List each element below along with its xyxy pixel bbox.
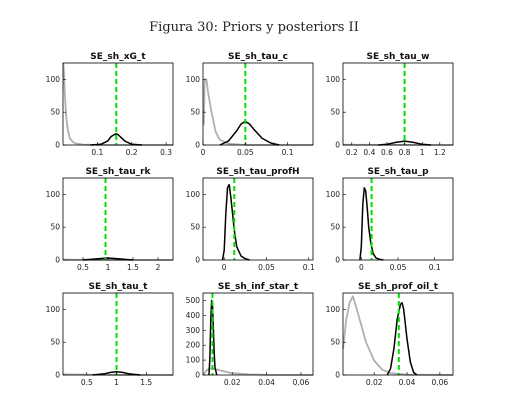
panel-2-xtick-label: 0 <box>201 148 206 157</box>
panel-6-title: SE_sh_tau_p <box>367 167 429 177</box>
panel-9-ytick-label: 0 <box>335 371 340 380</box>
panel-8-xtick-label: 0.06 <box>293 378 310 387</box>
panel-2-ytick-label: 50 <box>190 108 200 117</box>
panel-8-prior-line <box>202 367 314 376</box>
panel-3-xtick-label: 0.6 <box>381 148 393 157</box>
panel-3-ytick-label: 0 <box>335 141 340 150</box>
panel-6-frame <box>342 177 454 261</box>
panel-7-xtick-label: 1 <box>114 378 119 387</box>
panel-5-xtick-label: 0.1 <box>303 263 315 272</box>
panel-5-xtick-label: 0.05 <box>258 263 275 272</box>
panel-7-xtick-label: 1.5 <box>140 378 152 387</box>
panel-7-ytick-label: 100 <box>46 305 61 314</box>
panel-1-ytick-label: 0 <box>55 141 60 150</box>
panel-3-ytick-label: 50 <box>330 108 340 117</box>
figure-title: Figura 30: Priors y posteriors II <box>149 20 359 35</box>
panel-6-xtick-label: 0 <box>359 263 364 272</box>
panel-1-xtick-label: 0.2 <box>126 148 138 157</box>
panel-1-frame <box>62 62 174 146</box>
panel-6-posterior-line <box>359 187 384 261</box>
panel-6-ytick-label: 50 <box>330 223 340 232</box>
panel-1-title: SE_sh_xG_t <box>90 52 146 62</box>
panel-5-posterior-line <box>221 183 250 261</box>
panel-3-title: SE_sh_tau_w <box>367 52 430 62</box>
panel-9-xtick-label: 0.04 <box>399 378 416 387</box>
panel-3-xtick-label: 0.4 <box>363 148 375 157</box>
panel-9-xtick-label: 0.02 <box>366 378 383 387</box>
panel-1-xtick-label: 0.3 <box>160 148 172 157</box>
panel-7-title: SE_sh_tau_t <box>89 282 149 292</box>
panel-9-ytick-label: 50 <box>330 338 340 347</box>
panel-5-ytick-label: 0 <box>195 256 200 265</box>
panel-7-xtick-label: 0.5 <box>81 378 93 387</box>
panel-6-xtick-label: 0.05 <box>390 263 407 272</box>
panel-8-ytick-label: 400 <box>186 311 201 320</box>
panel-9-ytick-label: 100 <box>326 305 341 314</box>
panel-5-xtick-label: 0 <box>222 263 227 272</box>
panel-4-xtick-label: 2 <box>156 263 161 272</box>
panel-4-xtick-label: 1.5 <box>127 263 139 272</box>
panel-6-ytick-label: 0 <box>335 256 340 265</box>
panel-9-title: SE_sh_prof_oil_t <box>358 282 439 292</box>
panel-8-ytick-label: 300 <box>186 326 201 335</box>
panel-1-posterior-line <box>90 133 143 146</box>
panel-4-frame <box>62 177 174 261</box>
panel-2-ytick-label: 100 <box>186 75 201 84</box>
panel-2-posterior-line <box>219 120 280 146</box>
panel-3-xtick-label: 0.8 <box>399 148 411 157</box>
panel-8-ytick-label: 200 <box>186 341 201 350</box>
panel-3-ytick-label: 100 <box>326 75 341 84</box>
panel-4-ytick-label: 0 <box>55 256 60 265</box>
panel-3-xtick-label: 0.2 <box>346 148 358 157</box>
panel-3-frame <box>342 62 454 146</box>
panel-7-ytick-label: 0 <box>55 371 60 380</box>
panel-5-title: SE_sh_tau_profH <box>216 167 299 177</box>
panel-6-ytick-label: 100 <box>326 190 341 199</box>
panel-8-xtick-label: 0.04 <box>258 378 275 387</box>
panel-7-posterior-line <box>92 370 141 376</box>
panel-7-frame <box>62 292 174 376</box>
panel-4-ytick-label: 50 <box>50 223 60 232</box>
panel-1-xtick-label: 0.1 <box>91 148 103 157</box>
panel-8-ytick-label: 100 <box>186 356 201 365</box>
panel-8-xtick-label: 0.02 <box>224 378 241 387</box>
panel-3-xtick-label: 1.2 <box>434 148 446 157</box>
panel-1-ytick-label: 100 <box>46 75 61 84</box>
panel-2-ytick-label: 0 <box>195 141 200 150</box>
panel-5-frame <box>202 177 314 261</box>
panel-7-ytick-label: 50 <box>50 338 60 347</box>
panel-2-frame <box>202 62 314 146</box>
panel-5-ytick-label: 100 <box>186 190 201 199</box>
panel-1-ytick-label: 50 <box>50 108 60 117</box>
panel-9-frame <box>342 292 454 376</box>
panel-8-title: SE_sh_inf_star_t <box>218 282 299 292</box>
panel-9-xtick-label: 0.06 <box>432 378 449 387</box>
panel-2-xtick-label: 0.05 <box>237 148 254 157</box>
panel-9-prior-line <box>342 295 454 376</box>
panel-8-ytick-label: 500 <box>186 296 201 305</box>
panel-3-xtick-label: 1 <box>420 148 425 157</box>
panel-1-prior-line <box>62 62 173 146</box>
panel-4-ytick-label: 100 <box>46 190 61 199</box>
panel-4-title: SE_sh_tau_rk <box>85 167 151 177</box>
panel-2-xtick-label: 0.1 <box>282 148 294 157</box>
panel-9-posterior-line <box>386 302 418 376</box>
panel-8-ytick-label: 0 <box>195 371 200 380</box>
panel-5-ytick-label: 50 <box>190 223 200 232</box>
panel-4-xtick-label: 0.5 <box>77 263 89 272</box>
panel-8-frame <box>202 292 314 376</box>
panel-2-title: SE_sh_tau_c <box>228 52 288 62</box>
panel-6-xtick-label: 0.1 <box>429 263 441 272</box>
panel-4-xtick-label: 1 <box>106 263 111 272</box>
